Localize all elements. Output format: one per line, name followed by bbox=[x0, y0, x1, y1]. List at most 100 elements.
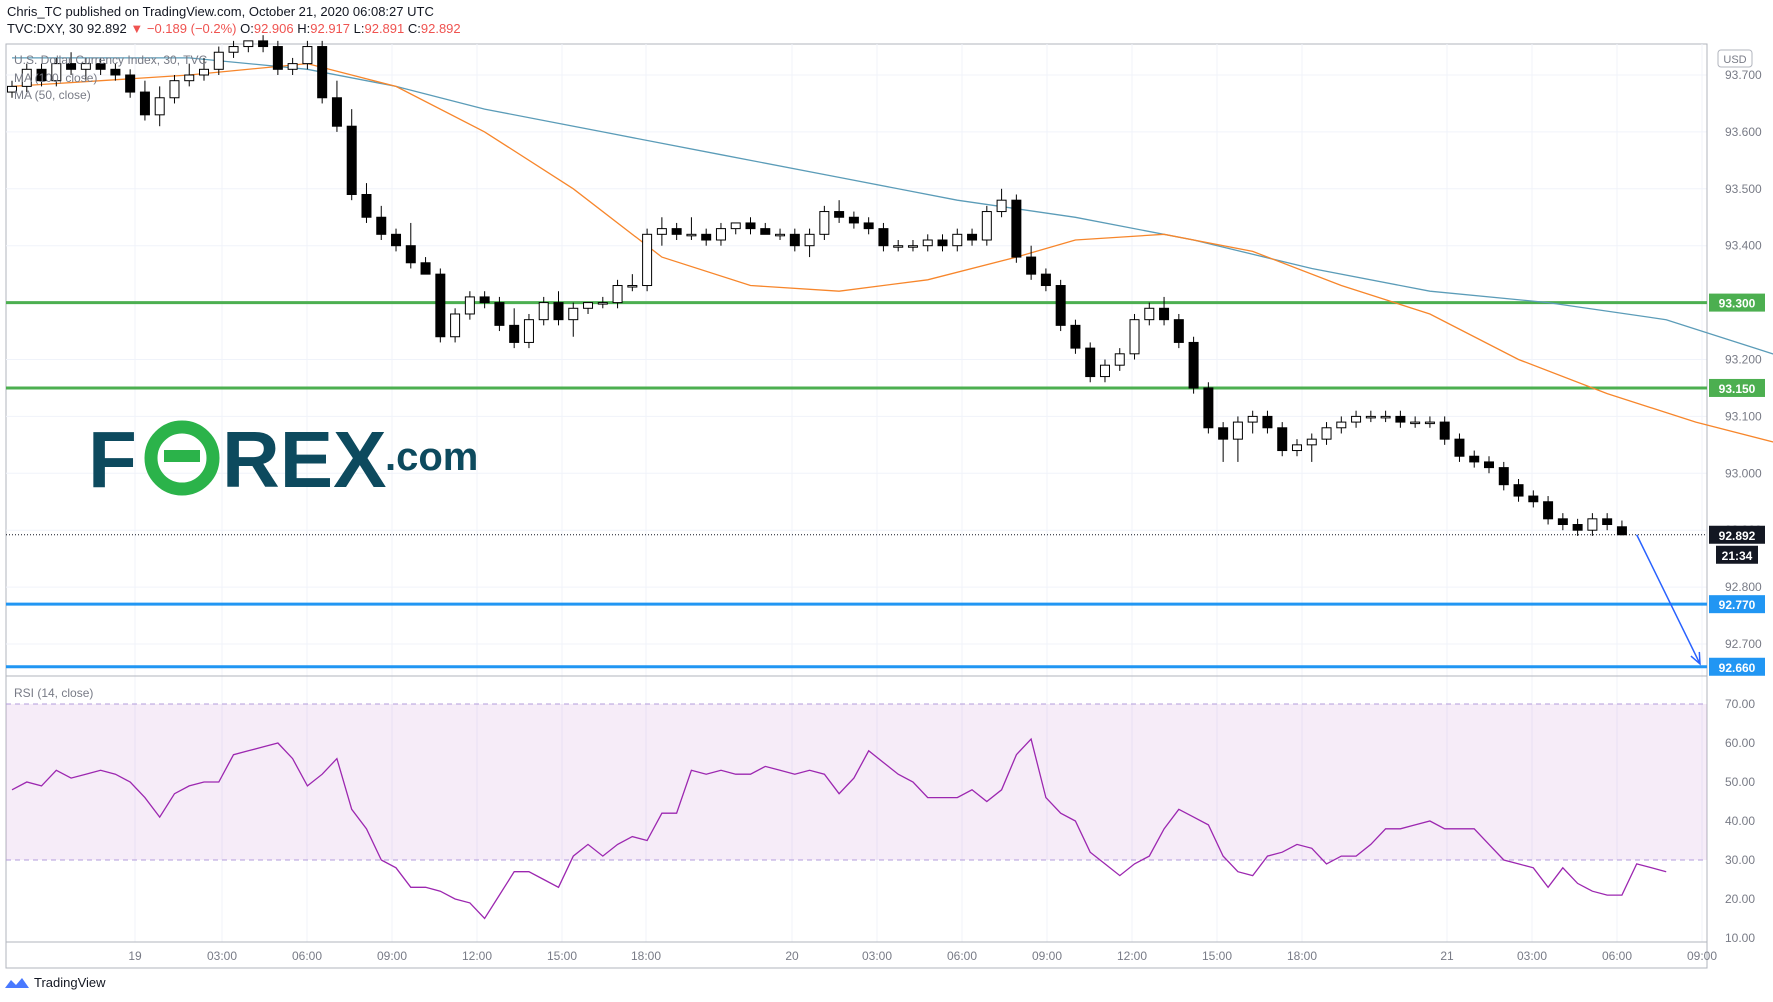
candle[interactable] bbox=[509, 324, 520, 343]
candle[interactable] bbox=[1291, 444, 1302, 452]
candle[interactable] bbox=[1173, 319, 1184, 343]
candle[interactable] bbox=[1070, 324, 1081, 349]
candle[interactable] bbox=[981, 211, 992, 241]
candle[interactable] bbox=[331, 97, 342, 127]
candle[interactable] bbox=[272, 46, 283, 70]
candle[interactable] bbox=[701, 233, 712, 241]
candle[interactable] bbox=[553, 302, 564, 321]
candle[interactable] bbox=[1454, 438, 1465, 457]
candle[interactable] bbox=[1365, 415, 1376, 419]
candle[interactable] bbox=[36, 68, 47, 82]
candle[interactable] bbox=[863, 222, 874, 230]
candle[interactable] bbox=[583, 302, 594, 309]
candle[interactable] bbox=[346, 125, 357, 195]
candle[interactable] bbox=[361, 193, 372, 218]
candle[interactable] bbox=[1011, 199, 1022, 258]
candle[interactable] bbox=[51, 63, 62, 82]
candle[interactable] bbox=[715, 228, 726, 241]
candle[interactable] bbox=[612, 285, 623, 304]
candle[interactable] bbox=[435, 273, 446, 338]
candle[interactable] bbox=[1380, 415, 1391, 419]
candle[interactable] bbox=[1159, 307, 1170, 321]
candle[interactable] bbox=[1616, 526, 1627, 536]
candle[interactable] bbox=[671, 228, 682, 235]
candle[interactable] bbox=[1484, 461, 1494, 469]
candle[interactable] bbox=[907, 245, 918, 248]
candle[interactable] bbox=[686, 233, 697, 237]
candle[interactable] bbox=[1321, 427, 1332, 440]
candle[interactable] bbox=[287, 63, 298, 70]
candle[interactable] bbox=[125, 74, 136, 93]
candle[interactable] bbox=[952, 233, 963, 247]
candle[interactable] bbox=[1188, 341, 1199, 389]
candle[interactable] bbox=[568, 307, 579, 321]
candle[interactable] bbox=[1129, 319, 1140, 355]
candle[interactable] bbox=[922, 239, 933, 247]
candle[interactable] bbox=[996, 199, 1007, 213]
currency-badge-label[interactable]: USD bbox=[1723, 54, 1746, 66]
price-axis[interactable]: USD 93.700 93.600 93.500 93.400 93.300 93.200 9… bbox=[1709, 49, 1765, 676]
candle[interactable] bbox=[199, 68, 210, 76]
candle[interactable] bbox=[243, 40, 254, 48]
candle[interactable] bbox=[317, 46, 328, 99]
candle[interactable] bbox=[878, 228, 889, 247]
candle[interactable] bbox=[464, 296, 475, 315]
candle[interactable] bbox=[228, 46, 239, 53]
candle[interactable] bbox=[1114, 353, 1125, 366]
candle[interactable] bbox=[1306, 438, 1317, 446]
candle[interactable] bbox=[1262, 415, 1273, 429]
candle[interactable] bbox=[7, 85, 17, 93]
candle[interactable] bbox=[1336, 421, 1347, 429]
candle[interactable] bbox=[848, 216, 859, 224]
candle[interactable] bbox=[1026, 256, 1037, 275]
candle[interactable] bbox=[967, 233, 978, 241]
candle[interactable] bbox=[139, 91, 150, 116]
candle[interactable] bbox=[1351, 415, 1362, 423]
candle[interactable] bbox=[1602, 518, 1613, 526]
candle[interactable] bbox=[450, 313, 461, 338]
candle[interactable] bbox=[937, 239, 948, 247]
time-axis[interactable]: 19 03:00 06:00 09:00 12:00 15:00 18:00 20 03:00 0… bbox=[128, 949, 1717, 963]
candle[interactable] bbox=[745, 222, 756, 230]
candle[interactable] bbox=[819, 211, 830, 235]
candle[interactable] bbox=[1232, 421, 1243, 440]
candle[interactable] bbox=[479, 296, 490, 304]
candle[interactable] bbox=[1424, 421, 1435, 425]
candle[interactable] bbox=[1587, 518, 1598, 531]
candle[interactable] bbox=[376, 216, 387, 235]
candle[interactable] bbox=[1513, 484, 1524, 497]
candle[interactable] bbox=[169, 80, 180, 99]
candle[interactable] bbox=[597, 302, 608, 305]
candle[interactable] bbox=[154, 97, 165, 116]
symbol-label[interactable]: TVC:DXY, 30 bbox=[7, 21, 84, 36]
candle[interactable] bbox=[405, 245, 416, 264]
candle[interactable] bbox=[804, 233, 815, 247]
candle[interactable] bbox=[834, 211, 845, 218]
candle[interactable] bbox=[1218, 427, 1229, 440]
candle[interactable] bbox=[494, 302, 505, 326]
candle[interactable] bbox=[1277, 427, 1288, 452]
candle[interactable] bbox=[21, 68, 32, 87]
candle[interactable] bbox=[258, 40, 269, 48]
candle[interactable] bbox=[1040, 273, 1051, 287]
candle[interactable] bbox=[1055, 285, 1066, 326]
candle[interactable] bbox=[789, 233, 800, 247]
candle[interactable] bbox=[1203, 387, 1214, 429]
candle[interactable] bbox=[1099, 364, 1110, 378]
candle[interactable] bbox=[1247, 415, 1258, 423]
candle[interactable] bbox=[1469, 455, 1480, 463]
candle[interactable] bbox=[1144, 307, 1155, 321]
candle[interactable] bbox=[184, 74, 195, 82]
candle[interactable] bbox=[1528, 495, 1539, 503]
candle[interactable] bbox=[1085, 347, 1096, 378]
candle[interactable] bbox=[760, 228, 771, 235]
candle[interactable] bbox=[1557, 518, 1568, 526]
candle[interactable] bbox=[523, 319, 534, 343]
candle[interactable] bbox=[1498, 467, 1509, 486]
candle[interactable] bbox=[1543, 501, 1554, 520]
candle[interactable] bbox=[642, 233, 653, 287]
currency-badge[interactable] bbox=[1717, 49, 1753, 68]
candle[interactable] bbox=[213, 51, 224, 70]
candle[interactable] bbox=[80, 63, 91, 70]
